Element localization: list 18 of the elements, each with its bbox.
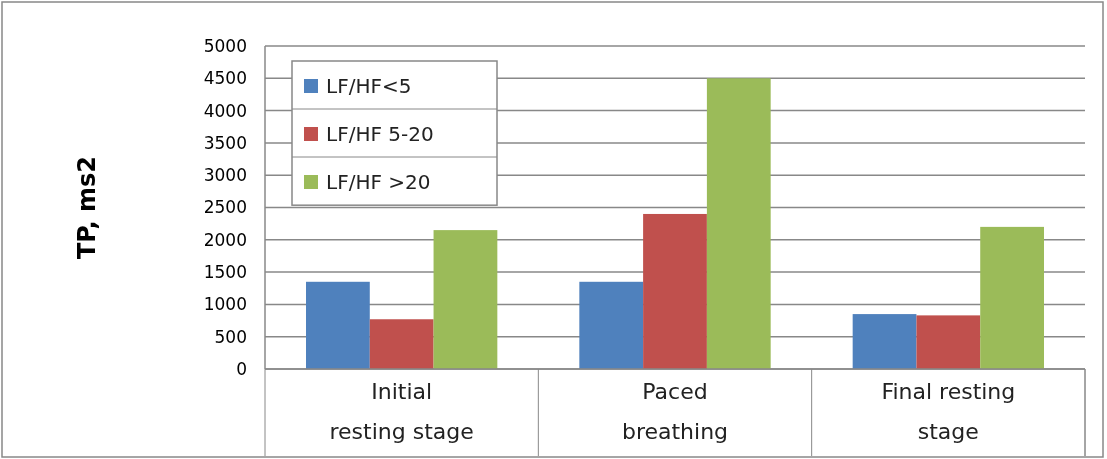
y-tick-label: 3000: [203, 165, 247, 186]
y-tick-label: 3500: [203, 132, 247, 153]
legend-label: LF/HF >20: [326, 170, 431, 194]
y-tick-label: 1500: [203, 262, 247, 283]
y-tick-label: 1000: [203, 294, 247, 315]
y-tick-label: 0: [236, 358, 247, 379]
x-tick-label: Final resting stage: [881, 379, 1016, 444]
x-tick-label: Initial resting stage: [329, 379, 474, 444]
x-tick-label: Paced breathing: [621, 379, 729, 444]
y-tick-label: 4000: [203, 100, 247, 121]
legend-label: LF/HF 5-20: [326, 122, 434, 146]
y-tick-label: 2000: [203, 229, 247, 250]
y-axis-title: TP, ms2: [73, 155, 101, 260]
y-tick-label: 5000: [203, 35, 247, 56]
legend-label: LF/HF<5: [326, 74, 412, 98]
y-tick-label: 500: [214, 326, 247, 347]
y-tick-label: 4500: [203, 68, 247, 89]
y-tick-label: 2500: [203, 197, 247, 218]
